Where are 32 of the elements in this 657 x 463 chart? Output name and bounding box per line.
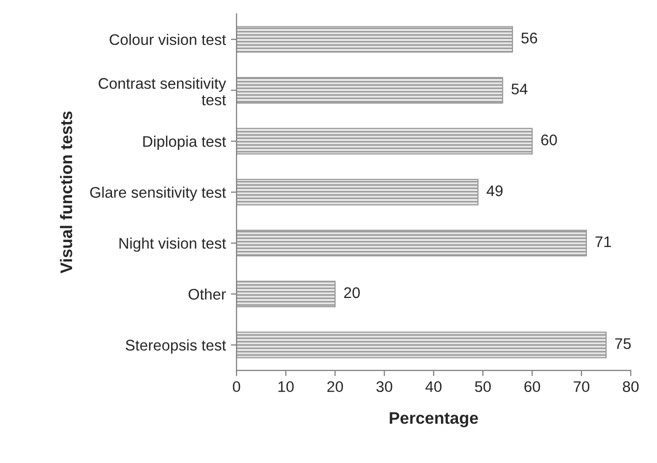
data-label: 71 — [595, 236, 611, 248]
data-label: 75 — [615, 338, 631, 350]
data-label: 60 — [541, 134, 557, 146]
x-tick-label: 80 — [622, 381, 639, 392]
y-tick-label: Diplopia test — [143, 136, 226, 150]
y-tick-label: Stereopsis test — [126, 339, 226, 354]
bar — [236, 26, 514, 53]
x-tick-label: 30 — [376, 381, 392, 392]
y-axis-title: Visual function tests — [60, 111, 72, 274]
data-label: 56 — [521, 32, 538, 44]
x-tick-label: 50 — [475, 381, 491, 392]
bar — [236, 280, 336, 308]
data-label: 54 — [512, 84, 528, 94]
x-tick-label: 10 — [278, 381, 294, 392]
y-tick-label: Contrast sensitivity test — [98, 78, 226, 106]
bar — [236, 77, 504, 104]
bar — [236, 230, 587, 256]
x-tick-label: 40 — [425, 381, 442, 392]
y-tick-label: Other — [188, 288, 226, 300]
y-tick-label: Night vision test — [120, 238, 226, 252]
bar — [236, 178, 479, 206]
y-tick-label: Colour vision test — [110, 34, 226, 46]
x-tick-label: 0 — [232, 381, 240, 392]
x-tick-label: 70 — [574, 381, 590, 392]
bar — [236, 332, 607, 358]
data-label: 49 — [486, 185, 503, 196]
y-tick-label: Glare sensitivity test — [90, 186, 226, 201]
x-tick-label: 60 — [524, 381, 540, 392]
x-axis-title: Percentage — [390, 412, 478, 428]
x-tick-label: 20 — [327, 381, 343, 392]
bar — [236, 128, 533, 155]
data-label: 20 — [344, 287, 360, 298]
